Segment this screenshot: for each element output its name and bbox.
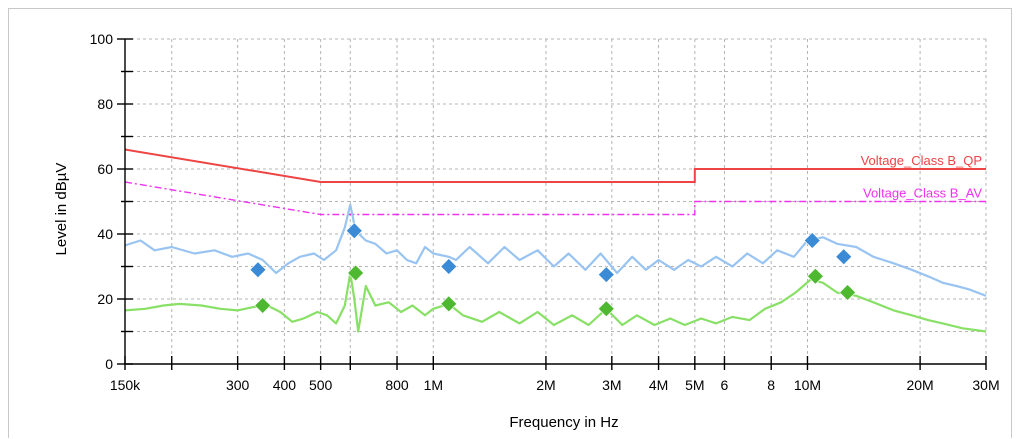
x-tick-label: 8	[767, 377, 775, 393]
limit-line-label: Voltage_Class B_AV	[863, 186, 982, 201]
emission-chart: Voltage_Class B_QP Voltage_Class B_AV 0 20…	[53, 31, 1000, 431]
x-tick-label: 500	[309, 377, 333, 393]
measurement-marker-2	[806, 267, 824, 285]
grid	[125, 38, 987, 364]
x-tick-label: 5M	[685, 377, 704, 393]
measurement-marker-1	[249, 261, 267, 279]
x-tick-label: 4M	[649, 377, 668, 393]
y-tick-label: 0	[105, 356, 113, 372]
y-tick-label: 100	[90, 31, 114, 47]
chart-frame: Voltage_Class B_QP Voltage_Class B_AV 0 20…	[8, 8, 1012, 438]
x-tick-label: 10M	[794, 377, 821, 393]
measurement-marker-1	[597, 266, 615, 284]
x-tick-label: 300	[226, 377, 250, 393]
y-tick-label: 60	[97, 161, 113, 177]
y-tick-label: 40	[97, 226, 113, 242]
y-axis-title: Level in dBµV	[53, 163, 70, 256]
series-trace-2	[124, 271, 987, 333]
limit-line-2	[124, 181, 986, 216]
measurement-marker-1	[835, 248, 853, 266]
x-tick-label: 800	[385, 377, 409, 393]
tick-labels: 0 20 40 60 80 100 150k 300 400 500 800 1M 2M 3M 4M 5M 6 8…	[90, 31, 1000, 393]
x-tick-label: 400	[273, 377, 297, 393]
limit-line-label: Voltage_Class B_QP	[861, 153, 982, 168]
measurement-marker-2	[839, 284, 857, 301]
x-tick-label: 3M	[602, 377, 621, 393]
limit-lines: Voltage_Class B_QP Voltage_Class B_AV	[124, 148, 986, 216]
y-tick-label: 80	[97, 96, 113, 112]
x-tick-label: 6	[721, 377, 729, 393]
measurement-marker-1	[440, 258, 458, 275]
x-tick-label: 2M	[536, 377, 555, 393]
x-tick-label: 30M	[972, 377, 999, 393]
measurement-markers	[249, 222, 857, 318]
measurement-marker-2	[254, 297, 272, 314]
measurement-marker-1	[345, 222, 363, 240]
x-axis-title: Frequency in Hz	[509, 414, 618, 431]
measurement-marker-1	[803, 232, 821, 249]
measurement-marker-2	[597, 300, 615, 318]
measurement-marker-2	[347, 264, 365, 282]
x-tick-label: 150k	[110, 377, 141, 393]
x-tick-label: 1M	[424, 377, 443, 393]
series-trace-1	[124, 203, 987, 297]
measurement-marker-2	[440, 295, 458, 313]
y-tick-label: 20	[97, 291, 113, 307]
limit-line-1	[124, 148, 986, 183]
x-tick-label: 20M	[906, 377, 933, 393]
axes	[117, 38, 987, 370]
